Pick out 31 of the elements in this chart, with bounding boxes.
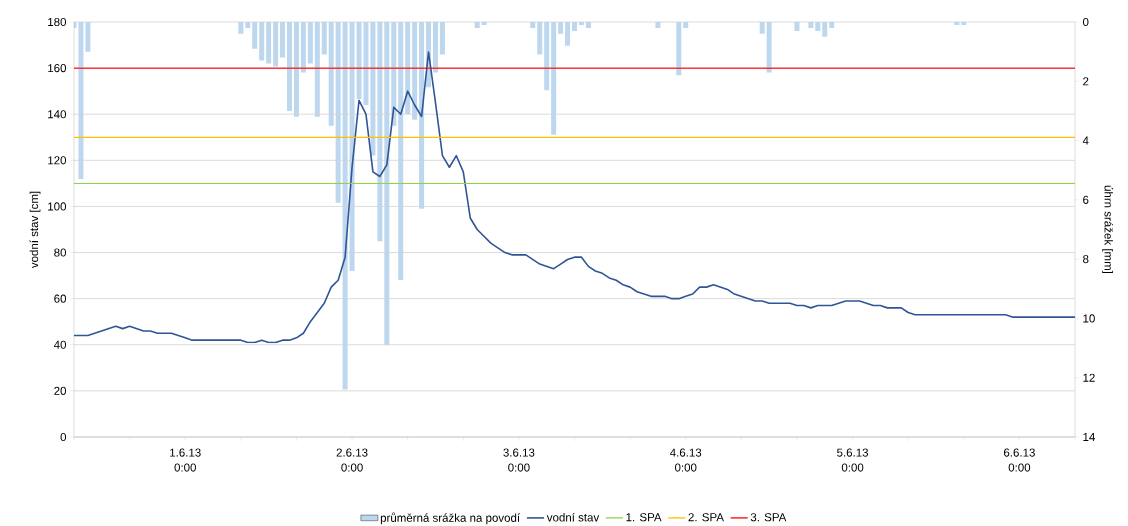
legend-label: průměrná srážka na povodí <box>380 512 521 525</box>
y2-tick-label: 10 <box>1083 314 1095 323</box>
y-tick-label: 40 <box>53 340 67 349</box>
y-tick-label: 0 <box>60 432 67 442</box>
y2-tick-label: 8 <box>1083 255 1089 264</box>
x-tick-label: 4.6.13 0:00 <box>670 448 702 472</box>
y-tick-label: 100 <box>48 202 67 211</box>
y-tick-label: 20 <box>54 386 67 395</box>
y2-axis-title: úhrn srážek [mm] <box>1102 185 1114 274</box>
y-axis-title: vodní stav [cm] <box>29 191 41 269</box>
y-tick-label: 140 <box>48 110 67 119</box>
x-tick-label: 6.6.13 0:00 <box>1003 448 1035 472</box>
x-tick-label: 5.6.13 0:00 <box>837 448 869 472</box>
y2-tick-label: 14 <box>1083 433 1095 441</box>
legend-label: 1. SPA <box>626 513 662 522</box>
legend-label: 3. SPA <box>750 513 787 522</box>
y-tick-label: 60 <box>54 294 67 303</box>
y2-tick-label: 2 <box>1083 77 1089 86</box>
y-tick-label: 180 <box>48 17 67 27</box>
y-tick-label: 80 <box>54 248 67 257</box>
legend-label: 2. SPA <box>688 513 724 522</box>
y-tick-label: 160 <box>48 64 67 73</box>
y2-tick-label: 4 <box>1082 136 1089 145</box>
y-tick-label: 120 <box>48 156 67 165</box>
x-tick-label: 2.6.13 0:00 <box>336 448 368 472</box>
y2-tick-label: 6 <box>1083 195 1089 204</box>
x-tick-label: 3.6.13 0:00 <box>503 448 535 472</box>
legend-label: vodní stav <box>546 512 600 522</box>
y2-tick-label: 12 <box>1083 373 1095 382</box>
x-tick-label: 1.6.13 0:00 <box>170 448 201 472</box>
y2-tick-label: 0 <box>1083 17 1089 27</box>
